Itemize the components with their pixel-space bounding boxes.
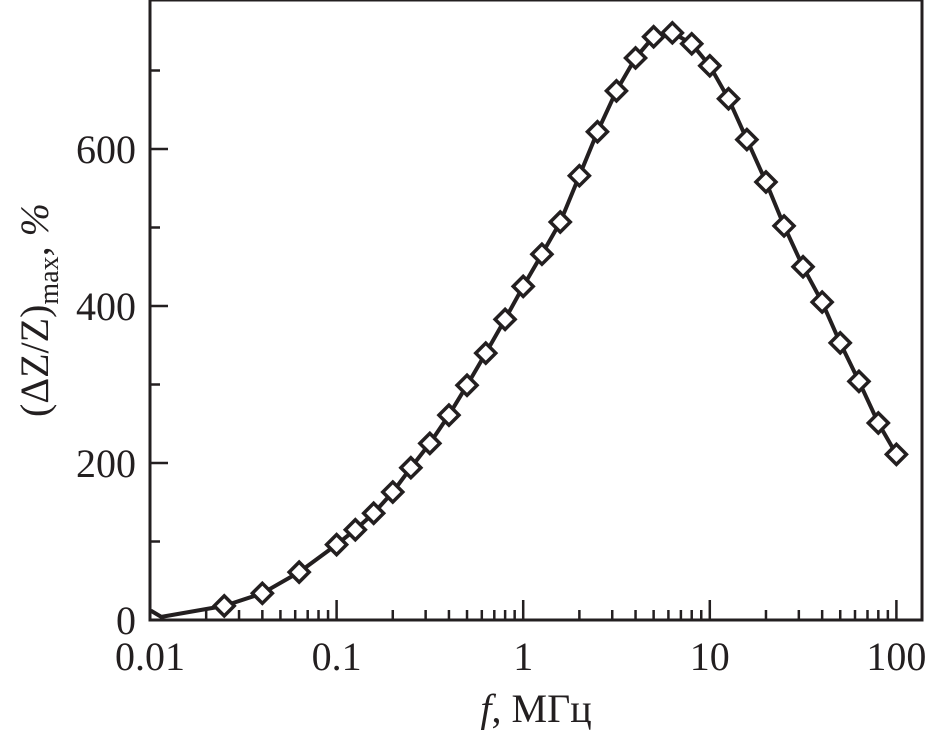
- y-tick-label: 0: [116, 598, 136, 643]
- data-point: [398, 455, 424, 481]
- data-point: [865, 410, 891, 436]
- data-point: [510, 273, 536, 299]
- series-markers: [211, 20, 909, 619]
- y-tick-label: 600: [76, 127, 136, 172]
- data-point: [641, 24, 667, 50]
- x-tick-label: 0.01: [115, 634, 185, 679]
- x-tick-label: 10: [690, 634, 730, 679]
- data-point: [771, 213, 797, 239]
- x-axis-label: f, МГц: [480, 686, 591, 730]
- data-point: [249, 580, 275, 606]
- data-point: [436, 402, 462, 428]
- data-point: [529, 241, 555, 267]
- data-point: [417, 430, 443, 456]
- data-point: [734, 127, 760, 153]
- plot-frame: [148, 0, 924, 622]
- y-tick-labels: 0 200 400 600: [76, 127, 136, 643]
- data-point: [716, 86, 742, 112]
- x-tick-label: 0.1: [312, 634, 362, 679]
- data-point: [827, 330, 853, 356]
- series-line: [149, 30, 899, 619]
- data-point: [659, 20, 685, 46]
- data-point: [603, 78, 629, 104]
- data-point: [324, 532, 350, 558]
- y-tick-label: 400: [76, 284, 136, 329]
- data-point: [380, 479, 406, 505]
- x-tick-label: 100: [866, 634, 926, 679]
- data-point: [547, 209, 573, 235]
- x-tick-label: 1: [513, 634, 533, 679]
- data-point: [697, 53, 723, 79]
- y-axis-label: (ΔZ/Z)max, %: [12, 203, 65, 417]
- data-point: [342, 517, 368, 543]
- data-point: [473, 340, 499, 366]
- axis-ticks: [148, 69, 898, 620]
- data-point: [809, 289, 835, 315]
- y-tick-label: 200: [76, 441, 136, 486]
- data-point: [753, 169, 779, 195]
- data-point: [361, 500, 387, 526]
- data-point: [454, 372, 480, 398]
- data-point: [286, 559, 312, 585]
- x-tick-labels: 0.01 0.1 1 10 100: [115, 634, 926, 679]
- data-point: [584, 119, 610, 145]
- data-point: [211, 593, 237, 619]
- data-point: [883, 441, 909, 467]
- data-point: [846, 368, 872, 394]
- data-point: [492, 306, 518, 332]
- data-point: [566, 163, 592, 189]
- data-point: [623, 45, 649, 71]
- data-point: [790, 254, 816, 280]
- data-point: [679, 31, 705, 57]
